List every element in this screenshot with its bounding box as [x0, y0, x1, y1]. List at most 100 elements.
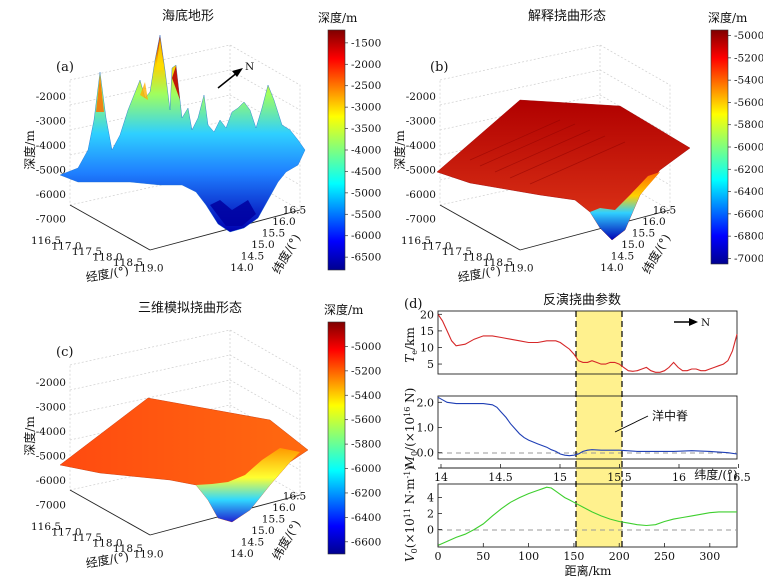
- y-tick-label: 2.0: [417, 396, 435, 409]
- y-tick-label: 15.5: [632, 228, 655, 240]
- lat-tick-label: 16.5: [726, 471, 751, 484]
- colorbar-tick-label: -3000: [351, 102, 381, 114]
- y-tick-label: 15.5: [262, 514, 285, 526]
- panel-a-label: (a): [56, 60, 74, 75]
- y-tick-label: 0: [427, 523, 434, 536]
- colorbar-tick-label: -6500: [351, 252, 381, 264]
- colorbar-tick-label: -6400: [351, 512, 381, 524]
- north-label-d: N: [701, 317, 710, 329]
- x-tick-label: 0: [435, 550, 442, 563]
- panel-a-xlabel: 经度/(°): [85, 262, 130, 284]
- z-tick-label: -4000: [36, 140, 66, 152]
- z-tick-label: -5000: [36, 451, 66, 463]
- lat-axis-label: 纬度/(°): [694, 467, 737, 482]
- y-tick-label: 10: [420, 341, 434, 354]
- y-tick-label: 15.0: [621, 239, 644, 251]
- colorbar-tick-label: -2500: [351, 80, 381, 92]
- panel-c-xlabel: 经度/(°): [85, 548, 130, 570]
- y-tick-label: 16.0: [642, 216, 665, 228]
- colorbar-tick-label: -5200: [351, 365, 381, 377]
- y-tick-label: 15.0: [251, 239, 274, 251]
- colorbar-tick-label: -6000: [351, 463, 381, 475]
- panel-a-title: 海底地形: [162, 8, 214, 24]
- m0-line: [437, 396, 738, 457]
- colorbar-tick-label: -4500: [351, 166, 381, 178]
- y-tick-label: 14.5: [611, 251, 634, 263]
- colorbar-tick-label: -6600: [734, 208, 763, 220]
- panel-d: 反演挠曲参数 (d) 5 10 15 20 0.0 1.0 2.0 0 2 4 0 50 100 150 2…: [403, 292, 751, 578]
- y-tick-label: 15: [420, 325, 434, 338]
- y-tick-label: 14.0: [230, 262, 253, 274]
- colorbar-tick-label: -6200: [734, 164, 763, 176]
- y-tick-label: 14.5: [241, 251, 264, 263]
- v0-axes: [437, 483, 738, 548]
- z-tick-label: -6000: [36, 475, 66, 487]
- panel-c-colorbar: [327, 321, 346, 555]
- panel-c: 三维模拟挠曲形态 (c) -2000 -3000 -4000 -5000 -6000 -7…: [22, 301, 381, 571]
- z-tick-label: -5000: [36, 165, 66, 177]
- colorbar-tick-label: -4000: [351, 145, 381, 157]
- y-tick-label: 14.0: [600, 262, 623, 274]
- y-tick-label: 4: [427, 492, 434, 505]
- panel-a-surface: [59, 34, 306, 233]
- colorbar-tick-label: -5400: [351, 390, 381, 402]
- panel-c-zlabel: 深度/m: [22, 416, 37, 456]
- colorbar-tick-label: -5600: [351, 414, 381, 426]
- y-tick-label: 16.5: [653, 205, 676, 217]
- y-tick-label: 20: [420, 308, 434, 321]
- z-tick-label: -3000: [406, 116, 436, 128]
- ridge-highlight: [576, 311, 622, 547]
- y-tick-label: 14.5: [241, 537, 264, 549]
- x-tick-label: 50: [476, 550, 490, 563]
- x-tick-label: 116.5: [31, 521, 61, 533]
- north-arrow-d: [674, 318, 698, 326]
- colorbar-tick-label: -5800: [734, 119, 763, 131]
- panel-a-colorbar-title: 深度/m: [318, 10, 358, 25]
- z-tick-label: -4000: [36, 426, 66, 438]
- colorbar-tick-label: -5000: [351, 187, 381, 199]
- panel-b: 解释挠曲形态 (b) -2000 -3000 -4000 -5000 -6000 -700…: [392, 9, 763, 285]
- x-tick-label: 118.0: [92, 252, 122, 264]
- y-tick-label: 15.5: [262, 228, 285, 240]
- panel-a-zlabel: 深度/m: [22, 130, 37, 170]
- x-tick-label: 119.0: [133, 263, 163, 275]
- lat-tick-label: 16: [672, 471, 686, 484]
- z-tick-label: -7000: [36, 500, 66, 512]
- colorbar-tick-label: -1500: [351, 37, 381, 49]
- x-tick-label: 117.5: [72, 532, 102, 544]
- panel-b-label: (b): [430, 60, 448, 75]
- colorbar-tick-label: -6400: [734, 186, 763, 198]
- m0-ylabel: M0/(×1016 N): [403, 388, 419, 470]
- ridge-label: 洋中脊: [652, 408, 688, 423]
- colorbar-tick-label: -3500: [351, 123, 381, 135]
- x-tick-label: 118.0: [462, 252, 492, 264]
- y-tick-label: 5: [427, 358, 434, 371]
- distance-xlabel: 距离/km: [565, 563, 612, 578]
- x-tick-label: 116.5: [401, 235, 431, 247]
- north-arrow-a: [217, 68, 243, 89]
- lat-tick-label: 15.5: [607, 471, 632, 484]
- z-tick-label: -2000: [406, 91, 436, 103]
- ridge-pointer: [614, 415, 649, 433]
- x-tick-label: 117.0: [51, 241, 81, 253]
- lat-tick-label: 14.5: [488, 471, 513, 484]
- x-tick-label: 118.5: [113, 257, 143, 269]
- panel-c-label: (c): [56, 345, 73, 360]
- colorbar-tick-label: -7000: [734, 253, 763, 265]
- v0-line: [437, 486, 737, 546]
- y-tick-label: 14.0: [230, 548, 253, 560]
- y-tick-label: 16.5: [283, 491, 306, 503]
- panel-d-label: (d): [404, 297, 422, 312]
- panel-c-title: 三维模拟挠曲形态: [138, 301, 242, 316]
- lat-tick-label: 15: [553, 471, 567, 484]
- colorbar-tick-label: -6000: [734, 142, 763, 154]
- y-tick-label: 16.5: [283, 205, 306, 217]
- colorbar-tick-label: -5400: [734, 75, 763, 87]
- colorbar-tick-label: -6800: [734, 231, 763, 243]
- z-tick-label: -3000: [36, 402, 66, 414]
- z-tick-label: -7000: [36, 214, 66, 226]
- north-label-a: N: [245, 61, 254, 73]
- x-tick-label: 119.0: [133, 549, 163, 561]
- x-tick-label: 100: [518, 550, 539, 563]
